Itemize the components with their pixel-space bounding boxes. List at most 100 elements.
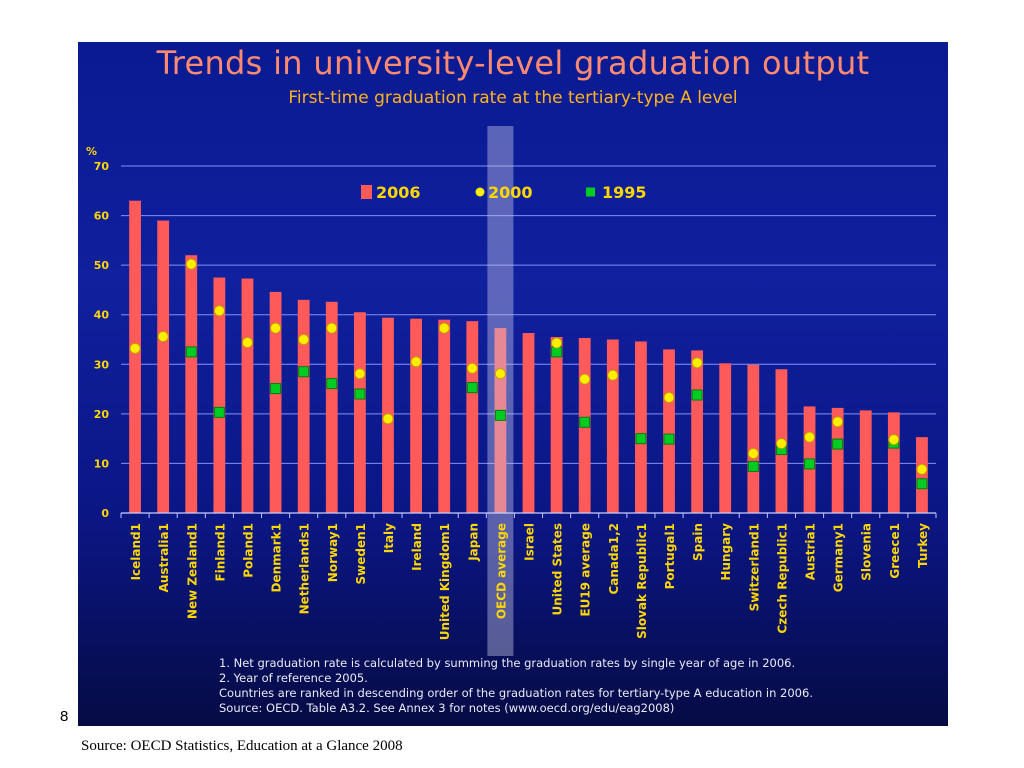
legend-swatch-2000	[475, 187, 485, 197]
bar-2006	[859, 410, 872, 513]
marker-2000	[157, 331, 169, 342]
slide-number: 8	[60, 708, 69, 725]
marker-2000	[326, 322, 338, 334]
x-category-label: Ireland	[410, 523, 424, 571]
marker-2000	[663, 392, 675, 403]
bar-2006	[916, 437, 928, 513]
marker-1995	[832, 438, 844, 450]
bar-2006	[466, 321, 479, 513]
marker-2000	[747, 448, 759, 459]
slide-panel: Trends in university-level graduation ou…	[78, 42, 948, 726]
legend-label-2006: 2006	[376, 183, 421, 202]
bar-2006	[269, 291, 282, 513]
legend-swatch-1995	[586, 187, 595, 197]
x-category-label: Sweden1	[354, 523, 368, 585]
x-category-label: Netherlands1	[298, 523, 312, 614]
bar-2006	[606, 339, 619, 513]
marker-1995	[270, 383, 282, 395]
marker-2000	[129, 343, 141, 354]
marker-2000	[579, 373, 591, 385]
marker-1995	[635, 433, 647, 445]
marker-1995	[185, 346, 197, 358]
bar-2006	[522, 333, 535, 513]
x-category-label: Finland1	[213, 523, 227, 582]
x-category-label: Japan	[466, 523, 480, 562]
bar-2006	[241, 278, 254, 513]
bar-2006	[635, 341, 647, 513]
x-category-label: Slovenia	[860, 523, 874, 581]
footer-source: Source: OECD Statistics, Education at a …	[81, 738, 403, 754]
x-category-label: Poland1	[241, 523, 255, 578]
x-category-label: OECD average	[494, 523, 508, 619]
marker-1995	[354, 388, 366, 400]
marker-2000	[832, 416, 844, 428]
legend-label-2000: 2000	[488, 183, 533, 202]
y-tick-label: 60	[94, 210, 110, 223]
y-tick-label: 0	[101, 507, 109, 520]
x-category-label: Greece1	[888, 523, 902, 579]
bar-2006	[438, 319, 451, 513]
chart-notes: 1. Net graduation rate is calculated by …	[219, 656, 939, 716]
x-category-label: Canada1,2	[607, 523, 621, 595]
marker-1995	[916, 478, 928, 490]
bar-2006	[297, 299, 310, 513]
chart-title: Trends in university-level graduation ou…	[156, 44, 870, 82]
bar-2006	[550, 337, 563, 513]
x-category-label: Portugal1	[663, 523, 677, 589]
chart-svg: 0 10 20 30 40 50 60 70% Iceland1 Australia1 New Ze…	[86, 126, 937, 656]
x-category-label: New Zealand1	[185, 523, 199, 619]
marker-1995	[298, 366, 310, 378]
x-category-label: Israel	[523, 523, 537, 561]
x-category-label: Spain	[691, 523, 705, 561]
marker-1995	[551, 346, 563, 358]
bar-2006	[663, 349, 675, 513]
marker-1995	[804, 458, 816, 470]
marker-2000	[382, 413, 394, 425]
marker-2000	[185, 258, 197, 270]
x-category-label: Italy	[382, 523, 396, 553]
y-tick-label: 10	[94, 457, 110, 470]
y-tick-label: 30	[94, 358, 110, 371]
y-tick-label: 70	[94, 160, 110, 173]
note-line: Source: OECD. Table A3.2. See Annex 3 fo…	[219, 701, 675, 715]
bar-2006	[410, 318, 422, 513]
bar-2006	[747, 364, 760, 513]
marker-1995	[213, 406, 225, 418]
marker-1995	[326, 378, 338, 390]
x-category-label: Iceland1	[129, 523, 143, 580]
marker-2000	[410, 356, 422, 368]
bar-2006	[325, 301, 338, 513]
bar-2006	[157, 220, 170, 513]
x-category-label: United Kingdom1	[438, 523, 452, 640]
bar-2006	[213, 277, 226, 513]
marker-2000	[494, 368, 506, 380]
y-tick-label: 50	[94, 259, 110, 272]
y-tick-label: 40	[94, 309, 110, 322]
note-line: 1. Net graduation rate is calculated by …	[219, 656, 796, 670]
marker-2000	[298, 334, 310, 345]
marker-2000	[804, 431, 815, 443]
legend-swatch-2006	[361, 185, 372, 199]
marker-2000	[607, 369, 619, 381]
bar-2006	[887, 412, 900, 513]
marker-2000	[270, 322, 281, 334]
x-category-label: Germany1	[832, 523, 846, 592]
marker-1995	[494, 409, 506, 421]
x-category-label: Slovak Republic1	[635, 523, 649, 639]
marker-2000	[916, 463, 928, 475]
chart-subtitle: First-time graduation rate at the tertia…	[288, 88, 738, 108]
legend-label-1995: 1995	[602, 183, 647, 202]
marker-1995	[663, 433, 675, 445]
y-tick-label: 20	[94, 408, 110, 421]
marker-1995	[466, 382, 478, 394]
bar-2006	[185, 255, 198, 513]
marker-2000	[776, 438, 787, 450]
marker-2000	[354, 368, 366, 380]
x-category-label: EU19 average	[579, 523, 593, 617]
marker-2000	[213, 305, 225, 317]
x-category-label: Austria1	[804, 523, 818, 580]
x-category-label: Norway1	[326, 523, 340, 582]
marker-2000	[242, 337, 253, 348]
x-category-label: Switzerland1	[747, 523, 761, 611]
marker-2000	[551, 337, 563, 349]
